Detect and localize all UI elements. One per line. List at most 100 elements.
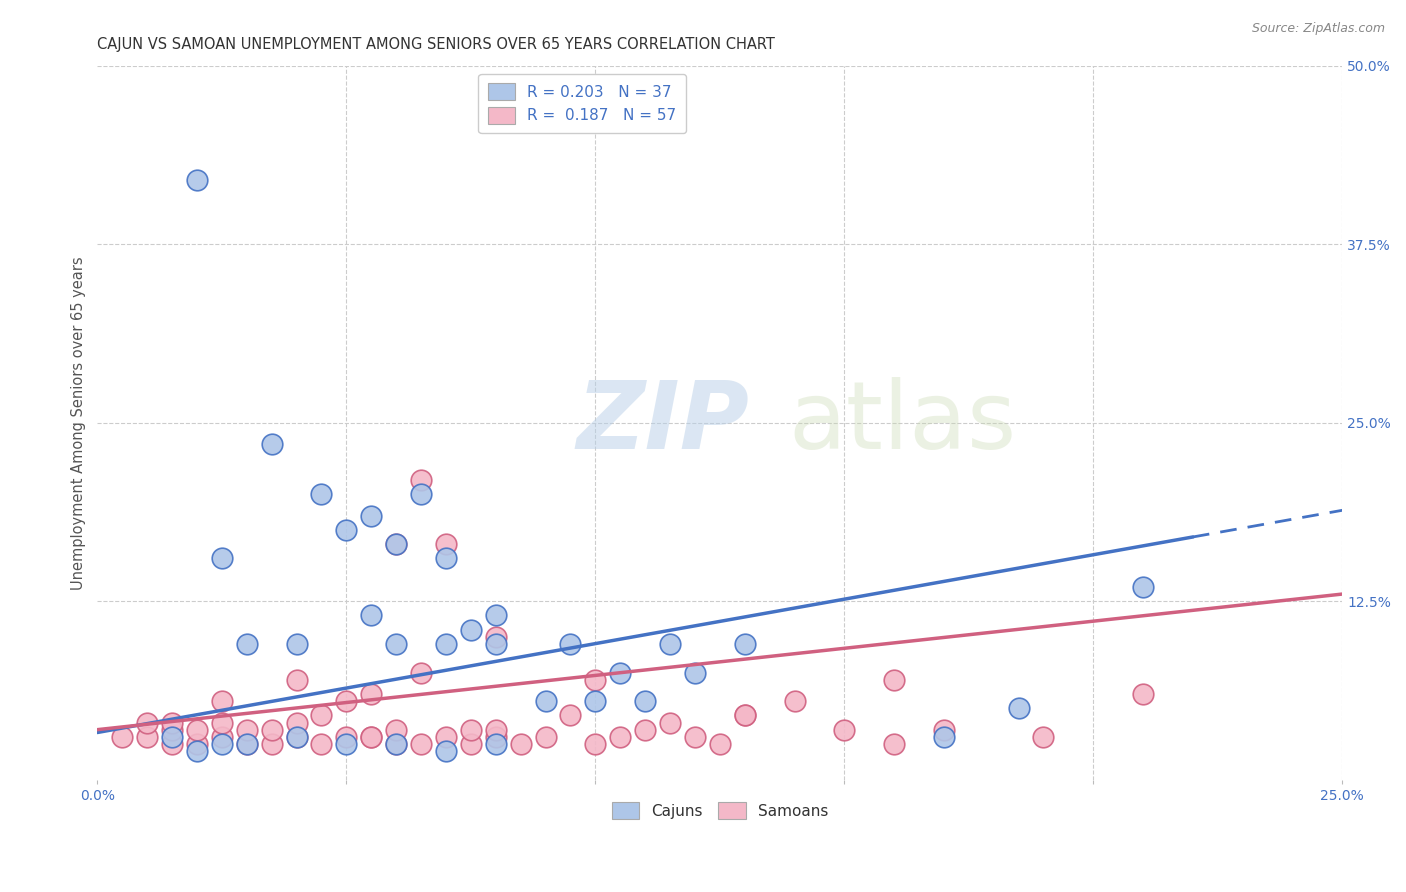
- Point: [634, 723, 657, 737]
- Point: [609, 730, 631, 744]
- Point: [932, 730, 955, 744]
- Point: [1132, 580, 1154, 594]
- Point: [485, 723, 508, 737]
- Point: [335, 737, 357, 751]
- Point: [560, 708, 582, 723]
- Point: [160, 715, 183, 730]
- Point: [434, 637, 457, 651]
- Point: [235, 637, 257, 651]
- Point: [235, 723, 257, 737]
- Point: [285, 673, 308, 687]
- Point: [460, 623, 482, 637]
- Point: [1132, 687, 1154, 701]
- Point: [583, 694, 606, 708]
- Point: [385, 537, 408, 551]
- Point: [260, 737, 283, 751]
- Point: [683, 665, 706, 680]
- Point: [186, 723, 208, 737]
- Point: [534, 730, 557, 744]
- Point: [211, 737, 233, 751]
- Point: [385, 737, 408, 751]
- Point: [583, 737, 606, 751]
- Point: [509, 737, 531, 751]
- Point: [460, 723, 482, 737]
- Text: Source: ZipAtlas.com: Source: ZipAtlas.com: [1251, 22, 1385, 36]
- Point: [385, 537, 408, 551]
- Point: [186, 173, 208, 187]
- Point: [434, 537, 457, 551]
- Point: [683, 730, 706, 744]
- Point: [734, 637, 756, 651]
- Point: [932, 723, 955, 737]
- Point: [335, 694, 357, 708]
- Point: [160, 737, 183, 751]
- Point: [485, 630, 508, 644]
- Point: [211, 715, 233, 730]
- Point: [235, 737, 257, 751]
- Point: [609, 665, 631, 680]
- Point: [360, 730, 382, 744]
- Point: [385, 737, 408, 751]
- Point: [560, 637, 582, 651]
- Point: [311, 708, 333, 723]
- Point: [186, 737, 208, 751]
- Point: [460, 737, 482, 751]
- Point: [485, 637, 508, 651]
- Text: CAJUN VS SAMOAN UNEMPLOYMENT AMONG SENIORS OVER 65 YEARS CORRELATION CHART: CAJUN VS SAMOAN UNEMPLOYMENT AMONG SENIO…: [97, 37, 775, 53]
- Point: [1007, 701, 1029, 715]
- Point: [434, 551, 457, 566]
- Point: [434, 744, 457, 758]
- Point: [485, 737, 508, 751]
- Point: [285, 715, 308, 730]
- Point: [235, 737, 257, 751]
- Point: [434, 730, 457, 744]
- Point: [285, 730, 308, 744]
- Point: [485, 608, 508, 623]
- Point: [160, 730, 183, 744]
- Point: [360, 508, 382, 523]
- Point: [360, 608, 382, 623]
- Point: [832, 723, 855, 737]
- Point: [1032, 730, 1054, 744]
- Point: [360, 730, 382, 744]
- Point: [659, 715, 682, 730]
- Point: [709, 737, 731, 751]
- Point: [583, 673, 606, 687]
- Point: [734, 708, 756, 723]
- Point: [285, 637, 308, 651]
- Text: atlas: atlas: [789, 376, 1017, 469]
- Point: [485, 730, 508, 744]
- Legend: Cajuns, Samoans: Cajuns, Samoans: [606, 796, 834, 825]
- Point: [260, 723, 283, 737]
- Point: [335, 523, 357, 537]
- Point: [360, 687, 382, 701]
- Point: [534, 694, 557, 708]
- Point: [634, 694, 657, 708]
- Point: [160, 723, 183, 737]
- Point: [211, 730, 233, 744]
- Text: ZIP: ZIP: [576, 376, 749, 469]
- Point: [311, 487, 333, 501]
- Point: [335, 730, 357, 744]
- Point: [883, 673, 905, 687]
- Point: [883, 737, 905, 751]
- Point: [136, 730, 159, 744]
- Point: [111, 730, 134, 744]
- Point: [409, 665, 432, 680]
- Point: [385, 723, 408, 737]
- Point: [734, 708, 756, 723]
- Point: [385, 637, 408, 651]
- Point: [783, 694, 806, 708]
- Point: [285, 730, 308, 744]
- Point: [186, 744, 208, 758]
- Point: [136, 715, 159, 730]
- Y-axis label: Unemployment Among Seniors over 65 years: Unemployment Among Seniors over 65 years: [72, 256, 86, 590]
- Point: [409, 487, 432, 501]
- Point: [409, 473, 432, 487]
- Point: [211, 551, 233, 566]
- Point: [409, 737, 432, 751]
- Point: [260, 437, 283, 451]
- Point: [311, 737, 333, 751]
- Point: [659, 637, 682, 651]
- Point: [211, 694, 233, 708]
